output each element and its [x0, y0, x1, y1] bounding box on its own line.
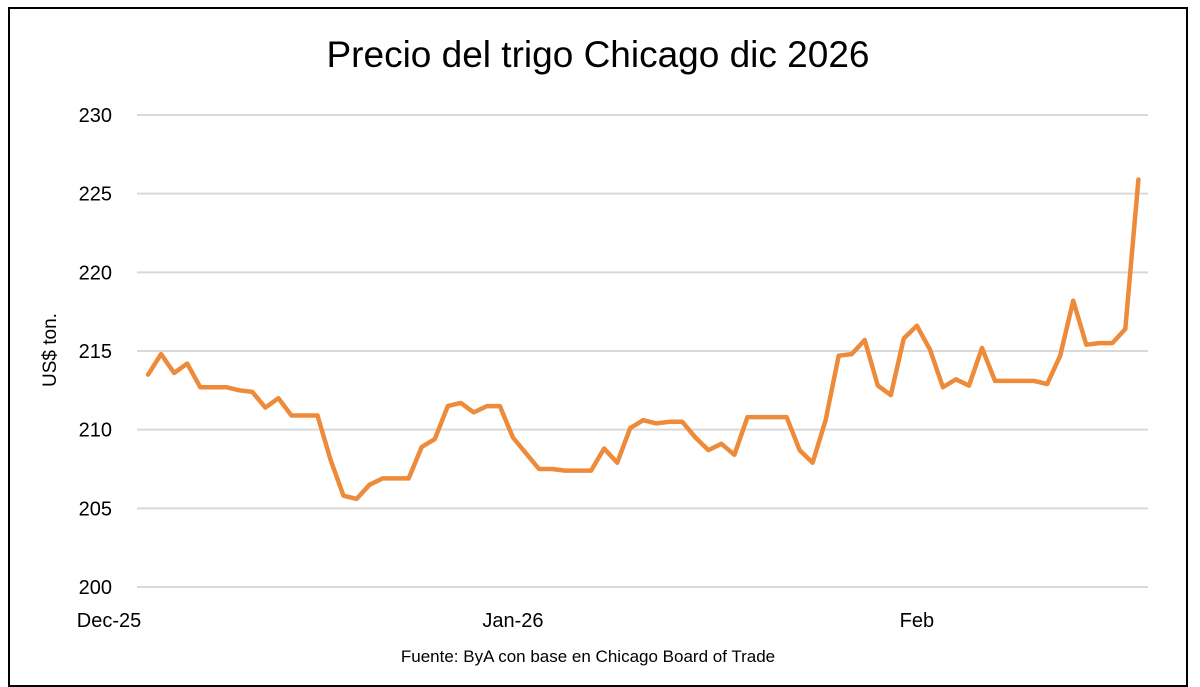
y-tick-label: 205 — [79, 498, 112, 520]
y-tick-label: 220 — [79, 262, 112, 284]
y-axis-label: US$ ton. — [40, 313, 61, 387]
x-tick-label: Jan-26 — [482, 610, 543, 632]
y-tick-label: 225 — [79, 184, 112, 206]
gridlines — [137, 115, 1148, 587]
chart-title: Precio del trigo Chicago dic 2026 — [327, 34, 870, 75]
x-tick-labels: Dec-25 Jan-26 Feb — [77, 610, 934, 632]
series-line — [148, 180, 1138, 499]
y-tick-label: 215 — [79, 341, 112, 363]
x-tick-label: Feb — [900, 610, 934, 632]
y-tick-labels: 200 205 210 215 220 225 230 — [79, 105, 112, 599]
data-points — [148, 179, 1138, 499]
y-tick-label: 230 — [79, 105, 112, 127]
y-tick-label: 200 — [79, 577, 112, 599]
x-tick-label: Dec-25 — [77, 610, 141, 632]
y-tick-label: 210 — [79, 420, 112, 442]
source-note: Fuente: ByA con base en Chicago Board of… — [401, 647, 775, 666]
